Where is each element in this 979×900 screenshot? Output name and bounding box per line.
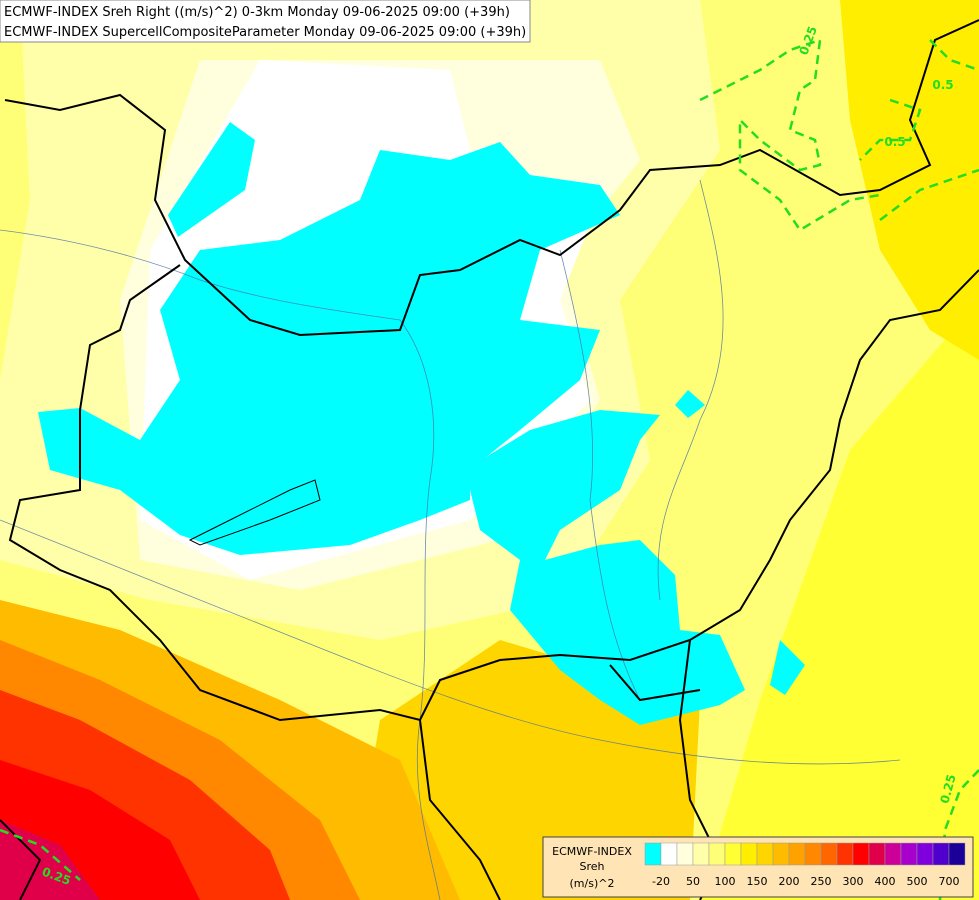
header: ECMWF-INDEX Sreh Right ((m/s)^2) 0-3km M…	[0, 0, 531, 43]
field-gold	[840, 0, 979, 360]
river	[0, 519, 901, 765]
contour	[0, 828, 81, 881]
cyan-south	[465, 410, 745, 725]
legend-tick-label: 700	[939, 875, 960, 888]
legend-tick-label: 200	[779, 875, 800, 888]
rivers	[0, 179, 901, 900]
legend-swatch	[724, 842, 742, 866]
legend-swatch	[772, 842, 790, 866]
legend-tick-label: 150	[747, 875, 768, 888]
legend-swatch	[916, 842, 934, 866]
header-line: ECMWF-INDEX Sreh Right ((m/s)^2) 0-3km M…	[4, 5, 510, 20]
cyan-east	[770, 640, 805, 695]
legend-swatch	[692, 842, 710, 866]
river	[657, 179, 724, 601]
contour	[699, 38, 881, 232]
legend-tick-label: 400	[875, 875, 896, 888]
legend-swatch	[868, 842, 886, 866]
legend-tick-label: 300	[843, 875, 864, 888]
legend-tick-label: 50	[686, 875, 700, 888]
legend-tick-label: -20	[652, 875, 670, 888]
legend-tick-label: 500	[907, 875, 928, 888]
contour	[879, 168, 979, 221]
legend-swatch	[884, 842, 902, 866]
field-crimson	[0, 820, 100, 900]
border	[609, 664, 701, 702]
legend-swatch	[932, 842, 950, 866]
contour	[859, 98, 922, 161]
contour	[929, 39, 979, 72]
header-line: ECMWF-INDEX SupercellCompositeParameter …	[4, 25, 526, 40]
legend-swatch	[756, 842, 774, 866]
legend-tick-label: 100	[715, 875, 736, 888]
legend-tick-label: 250	[811, 875, 832, 888]
border	[419, 719, 501, 900]
legend-swatch	[788, 842, 806, 866]
legend-swatch	[660, 842, 678, 866]
cyan-dot	[675, 390, 705, 418]
cyan-main	[38, 142, 620, 555]
contour-label: 0.5	[932, 78, 953, 92]
legend-swatch	[740, 842, 758, 866]
legend-swatch	[900, 842, 918, 866]
border	[4, 19, 979, 337]
lake	[188, 479, 321, 546]
legend-title: ECMWF-INDEX	[552, 845, 632, 858]
legend: ECMWF-INDEX Sreh (m/s)^2 -20 50 100 150 200 2…	[542, 836, 974, 898]
legend-swatch	[804, 842, 822, 866]
contour-label: 0.5	[884, 135, 905, 149]
legend-swatch	[836, 842, 854, 866]
legend-swatch	[820, 842, 838, 866]
legend-title: (m/s)^2	[570, 877, 615, 890]
border	[0, 819, 42, 900]
legend-swatch	[644, 842, 662, 866]
borders	[0, 19, 979, 900]
river	[0, 229, 441, 900]
legend-swatch	[676, 842, 694, 866]
legend-swatch	[708, 842, 726, 866]
header-box	[0, 0, 531, 43]
legend-swatch	[852, 842, 870, 866]
legend-title: Sreh	[579, 860, 604, 873]
legend-swatch	[948, 842, 966, 866]
cyan-north	[168, 122, 255, 237]
river	[559, 249, 641, 701]
